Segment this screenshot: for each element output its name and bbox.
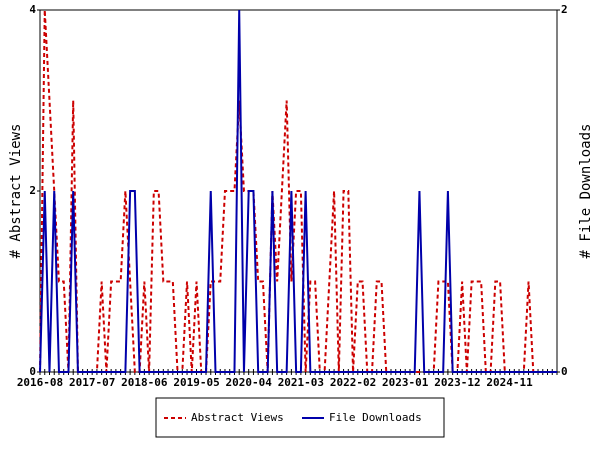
y-tick-label: 2 — [29, 184, 36, 197]
y2-tick-label: 2 — [561, 3, 568, 16]
x-tick-label: 2017-07 — [69, 376, 115, 389]
x-tick-label: 2021-03 — [278, 376, 324, 389]
x-tick-label: 2023-01 — [382, 376, 429, 389]
x-tick-label: 2019-05 — [173, 376, 219, 389]
legend-box — [155, 397, 445, 438]
series-line — [39, 9, 557, 373]
x-tick-label: 2018-06 — [121, 376, 168, 389]
x-tick-label: 2023-12 — [434, 376, 480, 389]
x-tick-label: 2024-11 — [486, 376, 533, 389]
y-tick-label: 0 — [29, 365, 36, 378]
x-tick-label: 2016-08 — [17, 376, 63, 389]
y2-axis-label: # File Downloads — [578, 124, 594, 259]
y-tick-label: 4 — [29, 3, 36, 16]
x-tick-label: 2022-02 — [330, 376, 376, 389]
legend-label: File Downloads — [329, 411, 422, 424]
series-line — [39, 9, 557, 373]
x-tick-label: 2020-04 — [226, 376, 273, 389]
legend-label: Abstract Views — [191, 411, 284, 424]
y2-tick-label: 0 — [561, 365, 568, 378]
y-axis-label: # Abstract Views — [8, 124, 24, 259]
